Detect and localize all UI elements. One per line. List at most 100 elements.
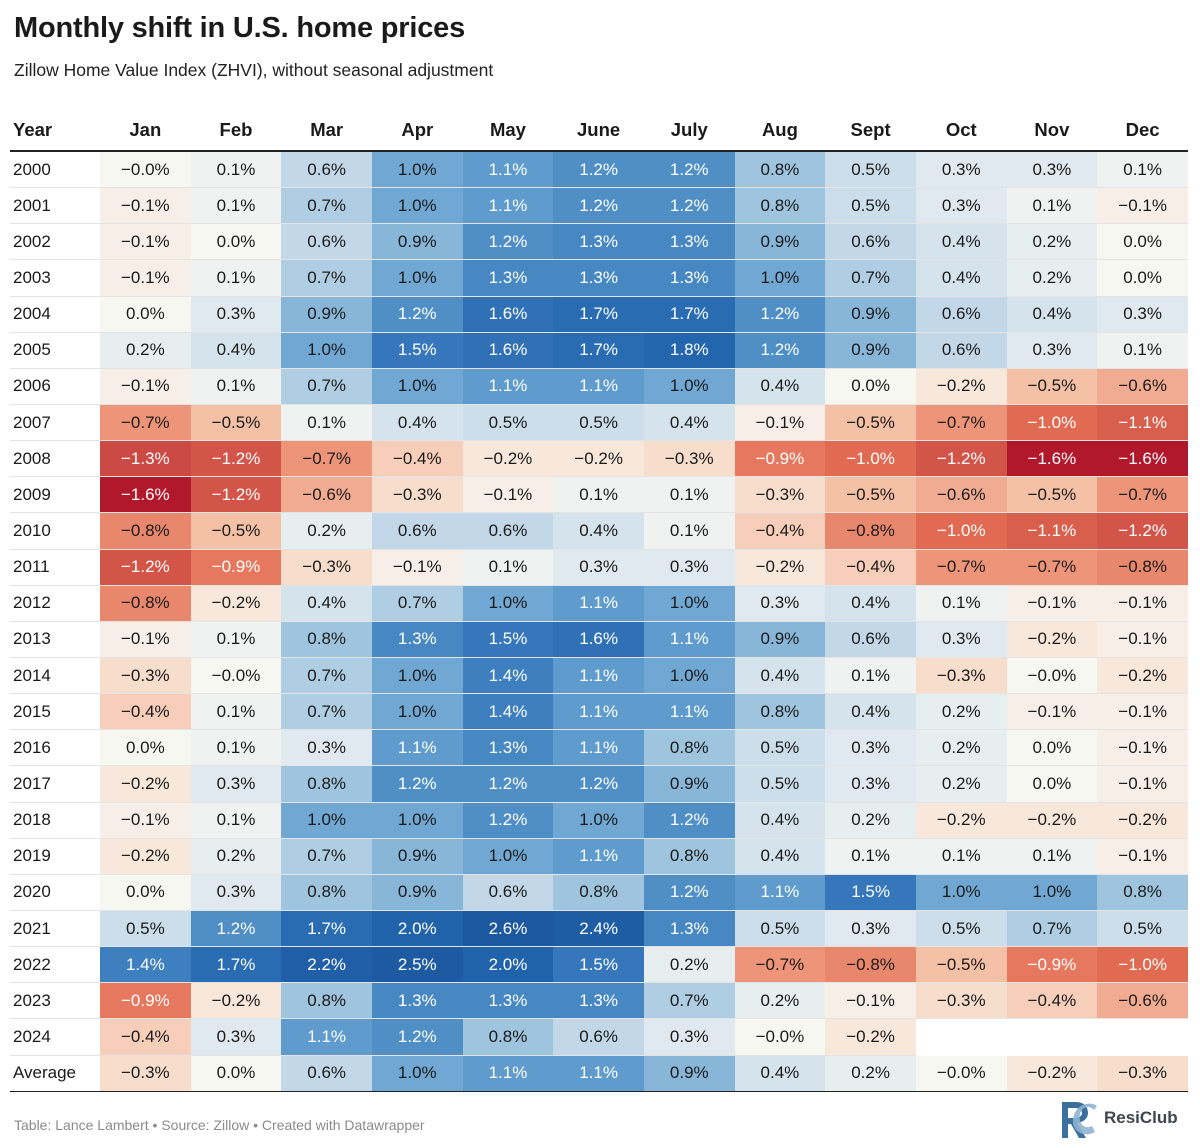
heatmap-cell: 0.2% [1006,259,1098,297]
heatmap-cell: −0.3% [100,1054,191,1092]
heatmap-cell: 0.4% [281,585,372,622]
heatmap-cell: 0.9% [371,838,463,875]
column-header-dec: Dec [1097,110,1188,152]
heatmap-cell: −0.5% [190,512,282,550]
heatmap-cell: 2.4% [553,910,644,948]
heatmap-cell: 0.4% [734,1054,826,1092]
heatmap-cell: 0.0% [825,368,916,405]
heatmap-cell: −0.0% [100,151,191,189]
heatmap-cell: 0.0% [190,1054,282,1092]
year-cell: 2006 [10,368,100,405]
heatmap-cell: 0.8% [281,621,372,658]
heatmap-cell [915,1018,1007,1056]
column-header-sept: Sept [825,110,916,152]
heatmap-cell: −0.2% [825,1018,916,1056]
column-header-aug: Aug [734,110,826,152]
heatmap-cell: 1.5% [371,332,463,369]
heatmap-cell: 0.1% [190,729,282,767]
heatmap-cell: 0.7% [281,838,372,875]
header-row: Year Jan Feb Mar Apr May June July Aug Sept Oct No… [10,110,1188,152]
heatmap-cell: 2.5% [371,946,463,984]
heatmap-cell: 0.1% [281,404,372,442]
heatmap-cell: 0.1% [915,838,1007,875]
heatmap-cell: −0.4% [825,549,916,586]
heatmap-cell: 1.4% [462,657,554,695]
heatmap-cell: 0.5% [734,910,826,948]
table-row: 2007 −0.7% −0.5% 0.1% 0.4% 0.5% 0.5% 0.4% −0.1% −… [10,404,1188,442]
heatmap-cell: 0.5% [734,765,826,803]
heatmap-cell: −0.5% [1006,476,1098,514]
heatmap-cell: 0.6% [825,621,916,658]
year-cell: 2009 [10,476,100,514]
heatmap-cell: 0.8% [553,874,644,911]
heatmap-cell: −0.8% [825,512,916,550]
heatmap-cell: 0.1% [462,549,554,586]
heatmap-cell: 1.0% [371,657,463,695]
heatmap-cell: 1.2% [553,187,644,225]
heatmap-cell: −0.2% [1097,802,1188,839]
heatmap-cell: −0.1% [1006,693,1098,731]
heatmap-cell: −0.5% [915,946,1007,984]
heatmap-cell: 0.5% [1097,910,1188,948]
heatmap-cell: 1.3% [553,259,644,297]
table-row: 2016 0.0% 0.1% 0.3% 1.1% 1.3% 1.1% 0.8% 0.5% 0.3%… [10,729,1188,767]
heatmap-cell: 1.0% [371,259,463,297]
average-row: Average −0.3% 0.0% 0.6% 1.0% 1.1% 1.1% 0.9% 0.4%… [10,1054,1188,1092]
heatmap-cell: 0.2% [643,946,735,984]
heatmap-cell: −1.3% [100,440,191,478]
table-row: 2002 −0.1% 0.0% 0.6% 0.9% 1.2% 1.3% 1.3% 0.9% 0.6… [10,223,1188,261]
heatmap-cell: −0.0% [915,1054,1007,1092]
heatmap-cell: 0.5% [734,729,826,767]
column-header-feb: Feb [190,110,282,152]
heatmap-cell: 0.4% [553,512,644,550]
heatmap-cell: 1.1% [462,1054,554,1092]
chart-subtitle: Zillow Home Value Index (ZHVI), without … [14,60,494,80]
table-row: 2017 −0.2% 0.3% 0.8% 1.2% 1.2% 1.2% 0.9% 0.5% 0.3… [10,765,1188,803]
heatmap-cell: −1.6% [1097,440,1188,478]
heatmap-cell: −0.2% [100,765,191,803]
heatmap-cell: 0.4% [734,368,826,405]
heatmap-cell: 0.7% [643,982,735,1020]
heatmap-cell: −0.1% [1097,765,1188,803]
table-row: 2015 −0.4% 0.1% 0.7% 1.0% 1.4% 1.1% 1.1% 0.8% 0.4… [10,693,1188,731]
heatmap-cell: 0.7% [825,259,916,297]
heatmap-cell: −0.6% [1097,982,1188,1020]
year-cell: 2014 [10,657,100,695]
column-header-apr: Apr [371,110,463,152]
heatmap-cell: 1.1% [643,621,735,658]
heatmap-cell: 0.4% [643,404,735,442]
year-cell: 2007 [10,404,100,442]
heatmap-cell: −0.2% [1006,1054,1098,1092]
column-header-nov: Nov [1006,110,1098,152]
heatmap-cell: 0.1% [190,368,282,405]
year-cell: 2015 [10,693,100,731]
heatmap-cell: −0.2% [190,585,282,622]
heatmap-cell: 0.1% [190,802,282,839]
heatmap-cell: 1.1% [553,838,644,875]
heatmap-cell: 0.9% [734,223,826,261]
table-row: 2006 −0.1% 0.1% 0.7% 1.0% 1.1% 1.1% 1.0% 0.4% 0.0… [10,368,1188,405]
heatmap-cell: −0.2% [734,549,826,586]
heatmap-cell: −0.1% [1097,693,1188,731]
heatmap-cell: −0.8% [1097,549,1188,586]
heatmap-cell: −0.1% [100,259,191,297]
heatmap-cell: 1.7% [643,296,735,333]
heatmap-cell: 1.2% [734,296,826,333]
heatmap-cell: −0.2% [1006,621,1098,658]
heatmap-cell: −0.7% [1097,476,1188,514]
table-row: 2022 1.4% 1.7% 2.2% 2.5% 2.0% 1.5% 0.2% −0.7% −0.… [10,946,1188,984]
year-cell: 2004 [10,296,100,333]
heatmap-cell: −0.5% [825,404,916,442]
year-cell: 2010 [10,512,100,550]
heatmap-cell: 0.6% [281,151,372,189]
year-cell: 2016 [10,729,100,767]
logo-text: ResiClub [1104,1108,1178,1127]
table-row: 2001 −0.1% 0.1% 0.7% 1.0% 1.1% 1.2% 1.2% 0.8% 0.5… [10,187,1188,225]
heatmap-cell: −0.7% [734,946,826,984]
heatmap-cell: 1.2% [643,187,735,225]
heatmap-cell: 0.6% [825,223,916,261]
heatmap-cell: −0.1% [1097,585,1188,622]
heatmap-cell: 0.3% [915,621,1007,658]
year-cell: 2003 [10,259,100,297]
heatmap-cell: 1.2% [643,874,735,911]
